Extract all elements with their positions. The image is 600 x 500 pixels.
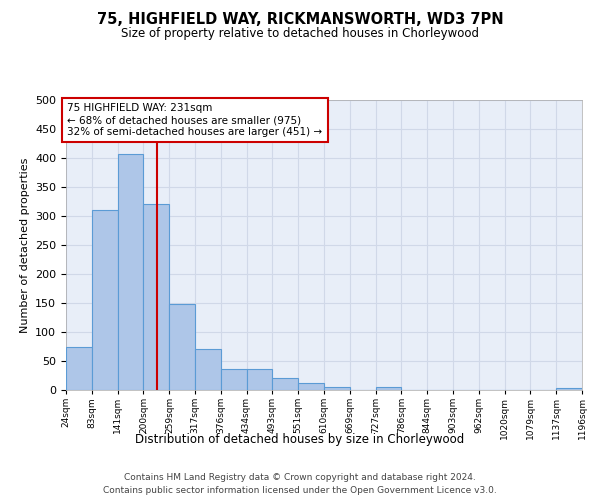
Text: 75 HIGHFIELD WAY: 231sqm
← 68% of detached houses are smaller (975)
32% of semi-: 75 HIGHFIELD WAY: 231sqm ← 68% of detach… xyxy=(67,104,322,136)
Text: Size of property relative to detached houses in Chorleywood: Size of property relative to detached ho… xyxy=(121,28,479,40)
Bar xyxy=(324,386,350,390)
Bar xyxy=(556,388,582,390)
Text: Contains HM Land Registry data © Crown copyright and database right 2024.: Contains HM Land Registry data © Crown c… xyxy=(124,472,476,482)
Bar xyxy=(118,154,143,390)
Bar xyxy=(247,369,272,390)
Bar xyxy=(169,304,196,390)
Bar xyxy=(195,350,221,390)
Text: Contains public sector information licensed under the Open Government Licence v3: Contains public sector information licen… xyxy=(103,486,497,495)
Bar xyxy=(143,204,169,390)
Bar xyxy=(92,210,118,390)
Bar xyxy=(376,387,401,390)
Y-axis label: Number of detached properties: Number of detached properties xyxy=(20,158,29,332)
Bar xyxy=(66,346,92,390)
Text: Distribution of detached houses by size in Chorleywood: Distribution of detached houses by size … xyxy=(136,432,464,446)
Bar xyxy=(298,383,324,390)
Bar xyxy=(221,369,247,390)
Bar xyxy=(272,378,298,390)
Text: 75, HIGHFIELD WAY, RICKMANSWORTH, WD3 7PN: 75, HIGHFIELD WAY, RICKMANSWORTH, WD3 7P… xyxy=(97,12,503,28)
